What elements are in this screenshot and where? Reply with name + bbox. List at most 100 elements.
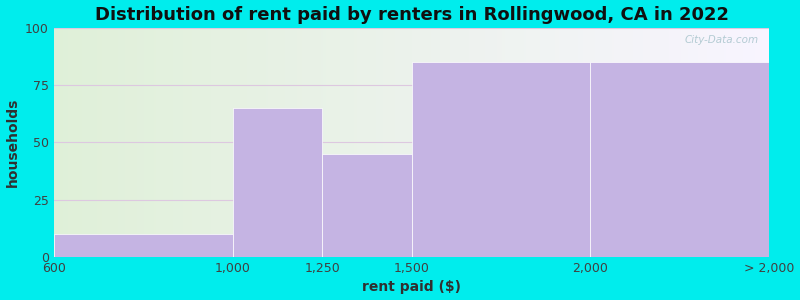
- Bar: [433, 28, 435, 257]
- Bar: [240, 28, 242, 257]
- Bar: [94, 28, 97, 257]
- Bar: [614, 28, 617, 257]
- Bar: [559, 28, 562, 257]
- Bar: [362, 28, 364, 257]
- Bar: [550, 28, 552, 257]
- Bar: [323, 28, 326, 257]
- Bar: [192, 28, 194, 257]
- Bar: [481, 28, 483, 257]
- Bar: [54, 234, 233, 257]
- Bar: [593, 28, 595, 257]
- Bar: [750, 28, 753, 257]
- Bar: [142, 28, 145, 257]
- Bar: [121, 28, 123, 257]
- Bar: [566, 28, 569, 257]
- Bar: [259, 28, 262, 257]
- Bar: [622, 28, 624, 257]
- Bar: [462, 28, 464, 257]
- Bar: [428, 28, 430, 257]
- Bar: [695, 28, 698, 257]
- Bar: [178, 28, 180, 257]
- Bar: [411, 62, 590, 257]
- Bar: [168, 28, 170, 257]
- Bar: [641, 28, 643, 257]
- Bar: [235, 28, 238, 257]
- Bar: [238, 28, 240, 257]
- Bar: [56, 28, 58, 257]
- Bar: [271, 28, 274, 257]
- Bar: [650, 28, 653, 257]
- Bar: [395, 28, 398, 257]
- Bar: [648, 28, 650, 257]
- Bar: [156, 28, 158, 257]
- Bar: [755, 28, 758, 257]
- Bar: [654, 28, 657, 257]
- Bar: [421, 28, 423, 257]
- Bar: [82, 28, 85, 257]
- Bar: [381, 28, 383, 257]
- Bar: [734, 28, 736, 257]
- Bar: [342, 28, 345, 257]
- Bar: [688, 28, 690, 257]
- Bar: [748, 28, 750, 257]
- Bar: [454, 28, 457, 257]
- Bar: [152, 28, 154, 257]
- Bar: [418, 28, 421, 257]
- Bar: [760, 28, 762, 257]
- Bar: [216, 28, 218, 257]
- Bar: [242, 28, 245, 257]
- Bar: [459, 28, 462, 257]
- Bar: [252, 28, 254, 257]
- Bar: [73, 28, 75, 257]
- Bar: [299, 28, 302, 257]
- Bar: [588, 28, 590, 257]
- Bar: [326, 28, 328, 257]
- Bar: [435, 28, 438, 257]
- Bar: [135, 28, 138, 257]
- Bar: [624, 28, 626, 257]
- Bar: [173, 28, 175, 257]
- Bar: [75, 28, 78, 257]
- Bar: [175, 28, 178, 257]
- Bar: [114, 28, 116, 257]
- Bar: [230, 28, 233, 257]
- Bar: [352, 28, 354, 257]
- Bar: [390, 28, 393, 257]
- Bar: [576, 28, 578, 257]
- Bar: [150, 28, 152, 257]
- Bar: [209, 28, 211, 257]
- Bar: [163, 28, 166, 257]
- Bar: [719, 28, 722, 257]
- Bar: [590, 62, 770, 257]
- Bar: [322, 154, 411, 257]
- Bar: [662, 28, 664, 257]
- Bar: [710, 28, 712, 257]
- Bar: [502, 28, 505, 257]
- Bar: [493, 28, 495, 257]
- Bar: [743, 28, 746, 257]
- Bar: [474, 28, 476, 257]
- Bar: [724, 28, 726, 257]
- Bar: [495, 28, 498, 257]
- Bar: [512, 28, 514, 257]
- Bar: [158, 28, 161, 257]
- Bar: [147, 28, 150, 257]
- Bar: [557, 28, 559, 257]
- Bar: [206, 28, 209, 257]
- Bar: [63, 28, 66, 257]
- Bar: [510, 28, 512, 257]
- Bar: [302, 28, 304, 257]
- Bar: [746, 28, 748, 257]
- Bar: [269, 28, 271, 257]
- Bar: [450, 28, 452, 257]
- Bar: [452, 28, 454, 257]
- Bar: [282, 28, 285, 257]
- Bar: [571, 28, 574, 257]
- Bar: [335, 28, 338, 257]
- Bar: [197, 28, 199, 257]
- Bar: [731, 28, 734, 257]
- Bar: [400, 28, 402, 257]
- Bar: [669, 28, 671, 257]
- Bar: [133, 28, 135, 257]
- Bar: [605, 28, 607, 257]
